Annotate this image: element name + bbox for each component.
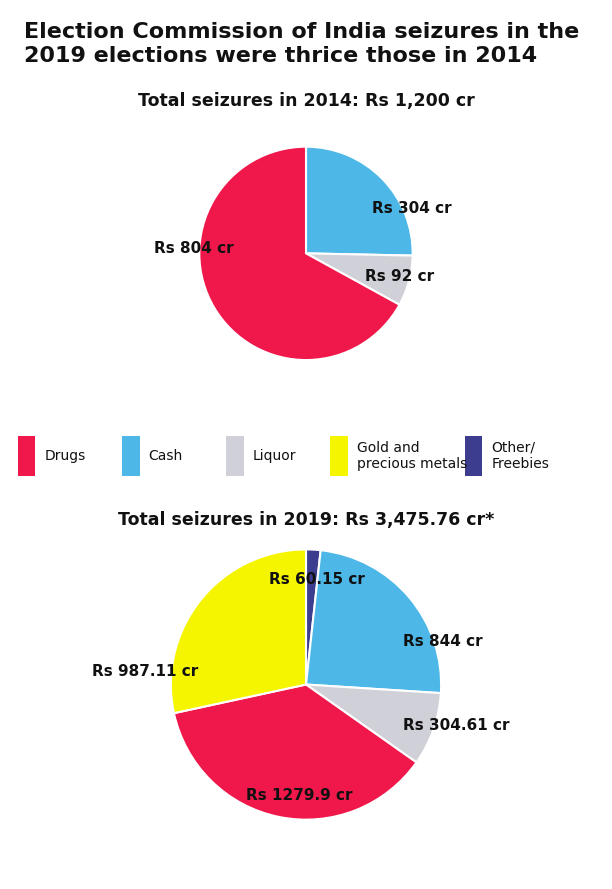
Wedge shape [306, 685, 441, 763]
Text: Other/
Freebies: Other/ Freebies [491, 441, 550, 471]
Text: Total seizures in 2019: Rs 3,475.76 cr*: Total seizures in 2019: Rs 3,475.76 cr* [118, 511, 494, 529]
Bar [226, 436, 244, 476]
Wedge shape [306, 550, 441, 693]
Wedge shape [171, 549, 306, 713]
Text: Rs 844 cr: Rs 844 cr [403, 634, 483, 649]
Bar [122, 436, 140, 476]
Wedge shape [174, 685, 416, 820]
Bar [330, 436, 348, 476]
Text: Gold and
precious metals: Gold and precious metals [357, 441, 467, 471]
Text: Rs 304 cr: Rs 304 cr [372, 201, 452, 216]
Wedge shape [306, 549, 321, 685]
Text: Liquor: Liquor [253, 449, 296, 463]
Title: Total seizures in 2014: Rs 1,200 cr: Total seizures in 2014: Rs 1,200 cr [138, 92, 474, 110]
Wedge shape [200, 147, 400, 360]
Text: Rs 1279.9 cr: Rs 1279.9 cr [246, 788, 353, 803]
Bar [465, 436, 482, 476]
Text: Rs 92 cr: Rs 92 cr [365, 269, 434, 284]
Bar [18, 436, 35, 476]
Wedge shape [306, 253, 412, 305]
Text: Drugs: Drugs [45, 449, 86, 463]
Text: Rs 60.15 cr: Rs 60.15 cr [269, 572, 365, 587]
Text: Rs 804 cr: Rs 804 cr [154, 241, 233, 255]
Text: Rs 987.11 cr: Rs 987.11 cr [92, 663, 198, 678]
Text: Cash: Cash [149, 449, 183, 463]
Wedge shape [306, 147, 412, 256]
Text: Rs 304.61 cr: Rs 304.61 cr [403, 717, 510, 733]
Text: Election Commission of India seizures in the
2019 elections were thrice those in: Election Commission of India seizures in… [24, 22, 580, 66]
